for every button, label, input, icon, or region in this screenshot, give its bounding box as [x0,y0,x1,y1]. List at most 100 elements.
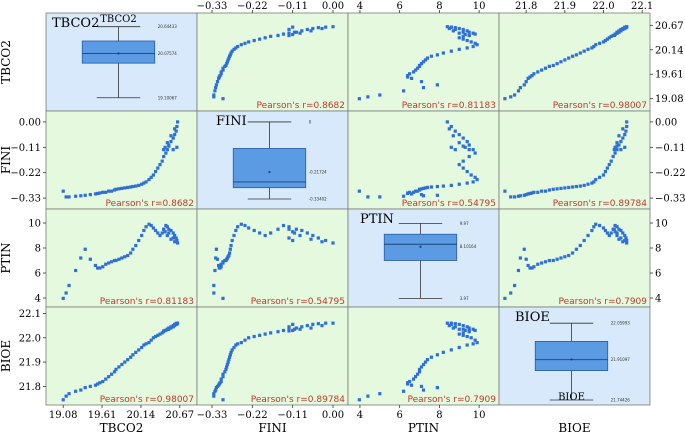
scatter-point-tbco2-vs-fini [236,44,240,49]
scatter-point-fini-vs-bioe [611,154,615,159]
scatter-point-ptin-vs-bioe [615,233,619,238]
scatter-point-bioe-vs-ptin [457,322,461,326]
scatter-point-ptin-vs-bioe [625,241,629,245]
scatter-point-bioe-vs-fini [227,358,231,362]
scatter-point-ptin-vs-fini [316,236,320,240]
pearson-label: Pearson's r=0.54795 [251,297,345,307]
scatter-point-tbco2-vs-ptin [425,56,430,60]
scatter-point-fini-vs-ptin [467,143,471,147]
scatter-point-tbco2-vs-ptin [409,76,414,80]
scatter-point-bioe-vs-fini [221,398,225,402]
scatter-point-fini-vs-tbco2 [154,169,158,174]
scatter-point-tbco2-vs-bioe [586,47,590,51]
scatter-point-tbco2-vs-ptin [366,95,370,99]
scatter-point-ptin-vs-fini [294,227,298,231]
scatter-point-tbco2-vs-fini [291,25,295,29]
scatter-point-fini-vs-ptin [457,133,461,137]
scatter-point-ptin-vs-tbco2 [137,238,141,243]
scatter-point-tbco2-vs-fini [276,33,280,38]
scatter-point-tbco2-vs-fini [292,30,297,34]
left-tick-label-fini: 0.00 [19,117,41,128]
scatter-point-ptin-vs-fini [217,263,221,268]
scatter-point-bioe-vs-tbco2 [96,382,100,386]
scatter-point-bioe-vs-tbco2 [64,394,68,398]
diagonal-title-tbco2: TBCO2 [52,16,99,31]
bottom-tick-label-tbco2: 19.61 [88,410,117,421]
scatter-point-tbco2-vs-ptin [461,37,465,41]
scatter-point-fini-vs-tbco2 [74,194,78,198]
scatter-point-bioe-vs-fini [269,331,273,335]
top-tick-label-ptin: 8 [436,1,442,12]
top-tick-label-fini: −0.33 [197,1,228,12]
scatter-point-bioe-vs-fini [291,322,295,326]
scatter-point-fini-vs-ptin [457,141,461,145]
scatter-point-tbco2-vs-fini [215,80,220,84]
scatter-point-tbco2-vs-bioe [590,46,594,50]
scatter-point-ptin-vs-tbco2 [114,258,118,263]
left-tick-label-ptin: 10 [28,219,41,230]
scatter-point-ptin-vs-bioe [613,230,617,234]
scatter-point-fini-vs-ptin [461,136,465,140]
scatter-point-tbco2-vs-bioe [617,29,621,33]
scatter-point-fini-vs-ptin [475,178,479,182]
scatter-point-tbco2-vs-fini [305,27,309,32]
scatter-point-fini-vs-tbco2 [171,136,175,140]
bottom-axis-title-tbco2: TBCO2 [100,421,144,435]
scatter-point-ptin-vs-fini [298,233,302,238]
scatter-point-bioe-vs-ptin [461,331,465,335]
scatter-point-ptin-vs-tbco2 [160,231,164,235]
scatter-point-bioe-vs-ptin [357,398,361,402]
scatter-point-fini-vs-ptin [465,139,469,144]
left-tick-label-fini: −0.22 [10,168,41,179]
scatter-point-ptin-vs-fini [258,231,262,235]
scatter-point-bioe-vs-fini [226,360,230,364]
scatter-point-tbco2-vs-bioe [512,93,517,97]
scatter-point-ptin-vs-fini [309,237,313,241]
scatter-point-ptin-vs-fini [229,243,233,248]
scatter-point-fini-vs-ptin [413,189,418,193]
scatter-point-fini-vs-tbco2 [140,182,144,186]
scatter-point-fini-vs-tbco2 [93,192,98,196]
top-tick-label-bioe: 22.1 [631,1,653,12]
scatter-point-fini-vs-tbco2 [171,148,175,152]
scatter-point-fini-vs-bioe [503,189,507,193]
panel-ptin-bioe [498,208,651,308]
scatter-point-fini-vs-ptin [461,159,465,163]
scatter-point-fini-vs-bioe [570,185,575,189]
scatter-point-fini-vs-tbco2 [107,189,111,193]
scatter-point-ptin-vs-tbco2 [93,263,98,268]
scatter-point-ptin-vs-fini [230,238,234,243]
scatter-point-ptin-vs-tbco2 [104,262,108,266]
scatter-point-bioe-vs-tbco2 [61,398,65,402]
scatter-point-ptin-vs-fini [320,240,324,244]
scatter-point-ptin-vs-fini [247,226,251,230]
scatter-point-fini-vs-ptin [467,154,471,159]
bottom-tick-label-ptin: 10 [473,410,486,421]
scatter-point-tbco2-vs-bioe [540,68,544,72]
scatter-point-tbco2-vs-fini [219,70,223,74]
scatter-point-bioe-vs-tbco2 [151,336,155,340]
scatter-point-tbco2-vs-bioe [547,64,551,68]
top-tick-label-bioe: 22.0 [592,1,614,12]
scatter-point-fini-vs-tbco2 [162,148,166,152]
scatter-point-tbco2-vs-bioe [607,36,611,40]
scatter-point-fini-vs-bioe [524,193,528,197]
scatter-point-tbco2-vs-ptin [467,33,471,38]
scatter-point-bioe-vs-ptin [465,343,469,347]
top-tick-label-fini: −0.22 [237,1,268,12]
bottom-axis-title-ptin: PTIN [408,421,439,435]
scatter-point-bioe-vs-fini [287,327,291,331]
scatter-point-ptin-vs-tbco2 [83,247,87,251]
scatter-point-tbco2-vs-bioe [522,83,526,87]
scatter-point-bioe-vs-ptin [471,342,475,346]
scatter-point-bioe-vs-fini [228,355,232,359]
scatter-point-bioe-vs-fini [225,365,229,369]
scatter-point-ptin-vs-bioe [536,262,540,266]
scatter-point-tbco2-vs-ptin [449,49,453,53]
scatter-point-fini-vs-tbco2 [158,163,162,167]
scatter-point-bioe-vs-tbco2 [110,372,114,376]
scatter-point-ptin-vs-fini [221,260,225,264]
diagonal-title-ptin: PTIN [360,212,394,227]
scatter-point-bioe-vs-fini [219,377,223,381]
scatter-point-bioe-vs-ptin [441,350,445,354]
